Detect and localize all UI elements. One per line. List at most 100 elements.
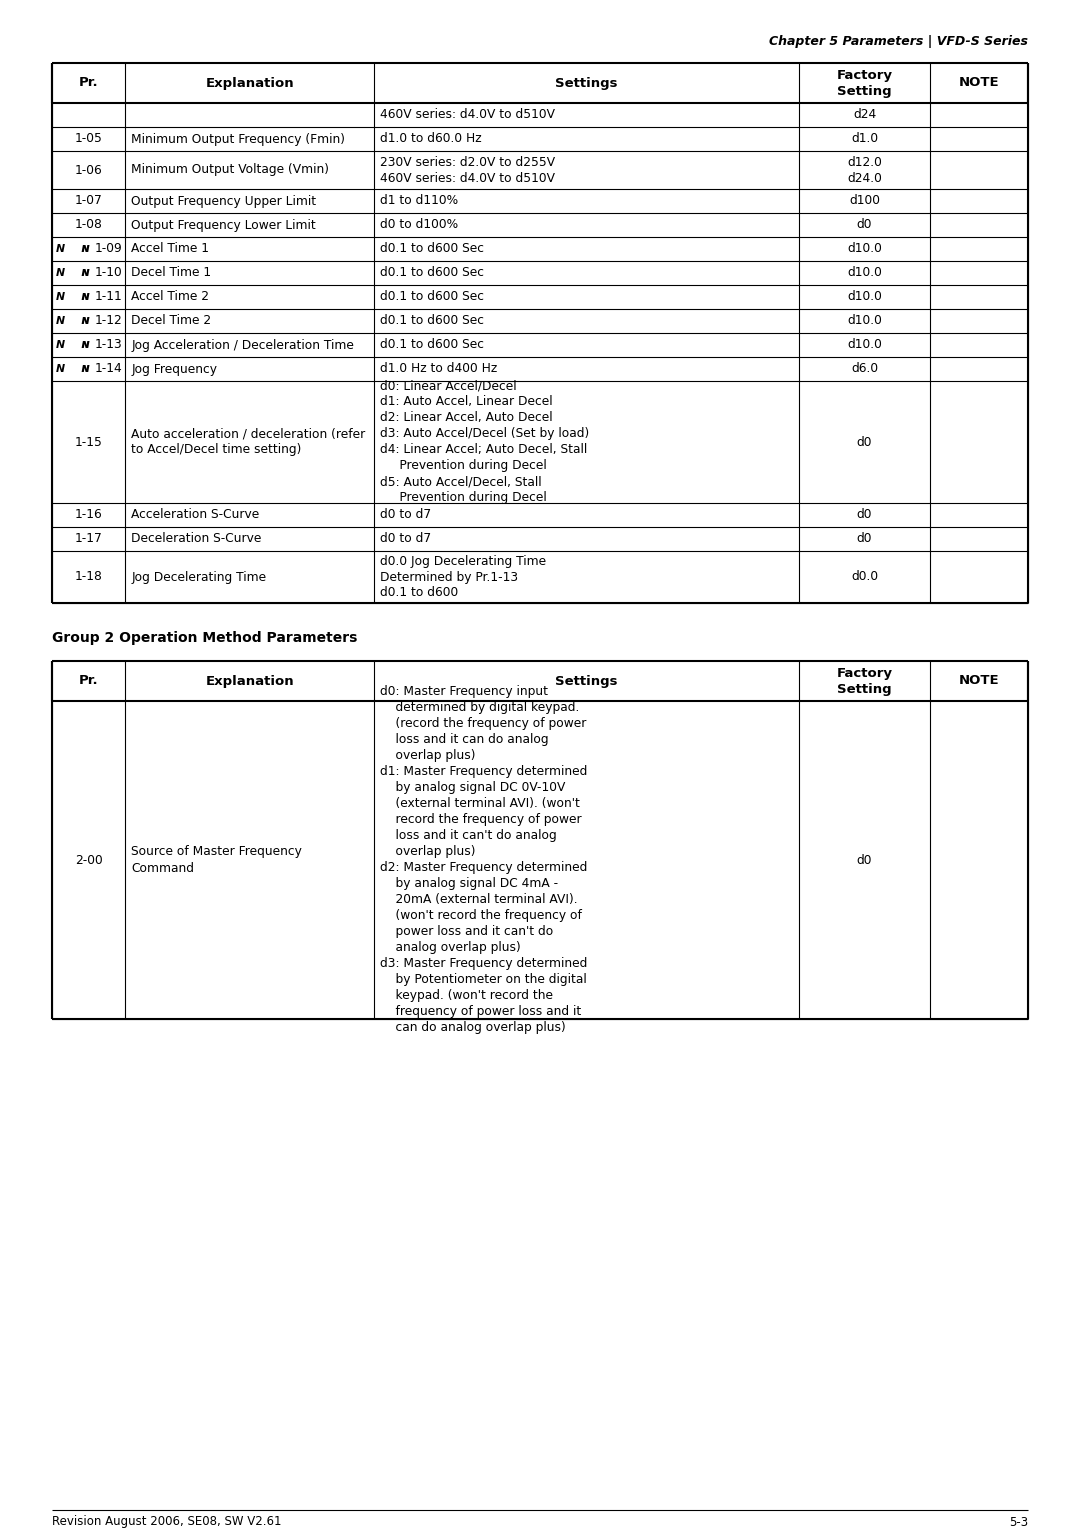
Bar (52, 503, 1028, 528)
Text: d0.1 to d600 Sec: d0.1 to d600 Sec (380, 267, 484, 279)
Text: Output Frequency Upper Limit: Output Frequency Upper Limit (131, 195, 316, 207)
Text: Ν: Ν (56, 341, 65, 350)
Text: Source of Master Frequency
Command: Source of Master Frequency Command (131, 845, 302, 874)
Text: Group 2 Operation Method Parameters: Group 2 Operation Method Parameters (52, 630, 357, 644)
Text: Acceleration S-Curve: Acceleration S-Curve (131, 508, 259, 522)
Text: d0 to d7: d0 to d7 (380, 508, 431, 522)
Text: d0: d0 (856, 508, 873, 522)
Text: 1-08: 1-08 (75, 218, 103, 232)
Text: 1-06: 1-06 (75, 164, 103, 176)
Text: Minimum Output Voltage (Vmin): Minimum Output Voltage (Vmin) (131, 164, 329, 176)
Text: d0: Linear Accel/Decel
d1: Auto Accel, Linear Decel
d2: Linear Accel, Auto Decel: d0: Linear Accel/Decel d1: Auto Accel, L… (380, 379, 590, 505)
Bar (52, 357, 1028, 380)
Text: d0.0 Jog Decelerating Time
Determined by Pr.1-13
d0.1 to d600: d0.0 Jog Decelerating Time Determined by… (380, 554, 546, 600)
Text: 460V series: d4.0V to d510V: 460V series: d4.0V to d510V (380, 109, 555, 121)
Text: ɴ: ɴ (82, 314, 90, 327)
Text: d10.0: d10.0 (847, 290, 882, 304)
Text: ɴ: ɴ (82, 242, 90, 256)
Text: Ν: Ν (56, 316, 65, 327)
Text: Ν: Ν (56, 364, 65, 374)
Text: Ν: Ν (56, 268, 65, 278)
Text: Settings: Settings (555, 675, 618, 687)
Text: 1-17: 1-17 (75, 532, 103, 546)
Text: 1-10: 1-10 (94, 267, 122, 279)
Text: 1-18: 1-18 (75, 571, 103, 583)
Text: Jog Decelerating Time: Jog Decelerating Time (131, 571, 267, 583)
Text: d10.0: d10.0 (847, 314, 882, 327)
Text: d0: d0 (856, 853, 873, 867)
Text: Explanation: Explanation (205, 77, 294, 89)
Text: d10.0: d10.0 (847, 339, 882, 351)
Text: 1-09: 1-09 (94, 242, 122, 256)
Text: d0: d0 (856, 218, 873, 232)
Bar (52, 236, 1028, 261)
Bar (52, 551, 1028, 603)
Text: 1-16: 1-16 (75, 508, 103, 522)
Bar (52, 261, 1028, 285)
Text: d1.0: d1.0 (851, 132, 878, 146)
Text: Factory
Setting: Factory Setting (837, 666, 892, 695)
Text: NOTE: NOTE (959, 77, 999, 89)
Text: d0.0: d0.0 (851, 571, 878, 583)
Bar (52, 528, 1028, 551)
Text: 1-11: 1-11 (94, 290, 122, 304)
Text: Revision August 2006, SE08, SW V2.61: Revision August 2006, SE08, SW V2.61 (52, 1516, 282, 1528)
Text: d100: d100 (849, 195, 880, 207)
Text: Ν: Ν (56, 291, 65, 302)
Text: d0.1 to d600 Sec: d0.1 to d600 Sec (380, 339, 484, 351)
Text: ɴ: ɴ (82, 267, 90, 279)
Bar (52, 150, 1028, 189)
Text: Jog Acceleration / Deceleration Time: Jog Acceleration / Deceleration Time (131, 339, 354, 351)
Text: d1 to d110%: d1 to d110% (380, 195, 458, 207)
Text: Settings: Settings (555, 77, 618, 89)
Text: Auto acceleration / deceleration (refer
to Accel/Decel time setting): Auto acceleration / deceleration (refer … (131, 428, 365, 457)
Text: d1.0 to d60.0 Hz: d1.0 to d60.0 Hz (380, 132, 482, 146)
Text: 1-12: 1-12 (94, 314, 122, 327)
Bar (52, 189, 1028, 213)
Text: Ν: Ν (56, 244, 65, 255)
Text: Factory
Setting: Factory Setting (837, 69, 892, 98)
Text: Decel Time 2: Decel Time 2 (131, 314, 212, 327)
Text: NOTE: NOTE (959, 675, 999, 687)
Text: d0 to d100%: d0 to d100% (380, 218, 458, 232)
Text: Minimum Output Frequency (Fmin): Minimum Output Frequency (Fmin) (131, 132, 346, 146)
Bar (52, 333, 1028, 357)
Text: d0.1 to d600 Sec: d0.1 to d600 Sec (380, 242, 484, 256)
Text: Output Frequency Lower Limit: Output Frequency Lower Limit (131, 218, 316, 232)
Bar (52, 213, 1028, 236)
Text: d12.0
d24.0: d12.0 d24.0 (847, 155, 882, 184)
Text: Decel Time 1: Decel Time 1 (131, 267, 212, 279)
Bar (52, 285, 1028, 308)
Text: Chapter 5 Parameters | VFD-S Series: Chapter 5 Parameters | VFD-S Series (769, 35, 1028, 48)
Text: Explanation: Explanation (205, 675, 294, 687)
Bar (52, 701, 1028, 1019)
Text: Jog Frequency: Jog Frequency (131, 362, 217, 376)
Text: d0.1 to d600 Sec: d0.1 to d600 Sec (380, 290, 484, 304)
Text: d6.0: d6.0 (851, 362, 878, 376)
Text: 2-00: 2-00 (75, 853, 103, 867)
Text: d10.0: d10.0 (847, 242, 882, 256)
Text: Accel Time 2: Accel Time 2 (131, 290, 210, 304)
Text: d24: d24 (853, 109, 876, 121)
Text: Pr.: Pr. (79, 77, 98, 89)
Bar (52, 103, 1028, 127)
Text: Pr.: Pr. (79, 675, 98, 687)
Text: 1-07: 1-07 (75, 195, 103, 207)
Text: d0 to d7: d0 to d7 (380, 532, 431, 546)
Text: 1-05: 1-05 (75, 132, 103, 146)
Text: d10.0: d10.0 (847, 267, 882, 279)
Text: 5-3: 5-3 (1009, 1516, 1028, 1528)
Bar (52, 127, 1028, 150)
Text: ɴ: ɴ (82, 362, 90, 376)
Text: 1-15: 1-15 (75, 436, 103, 448)
Text: Accel Time 1: Accel Time 1 (131, 242, 210, 256)
Bar (52, 308, 1028, 333)
Text: d0.1 to d600 Sec: d0.1 to d600 Sec (380, 314, 484, 327)
Text: Deceleration S-Curve: Deceleration S-Curve (131, 532, 261, 546)
Text: ɴ: ɴ (82, 339, 90, 351)
Text: d0: d0 (856, 436, 873, 448)
Bar (52, 380, 1028, 503)
Text: d1.0 Hz to d400 Hz: d1.0 Hz to d400 Hz (380, 362, 497, 376)
Text: d0: Master Frequency input
    determined by digital keypad.
    (record the fre: d0: Master Frequency input determined by… (380, 686, 588, 1034)
Text: ɴ: ɴ (82, 290, 90, 304)
